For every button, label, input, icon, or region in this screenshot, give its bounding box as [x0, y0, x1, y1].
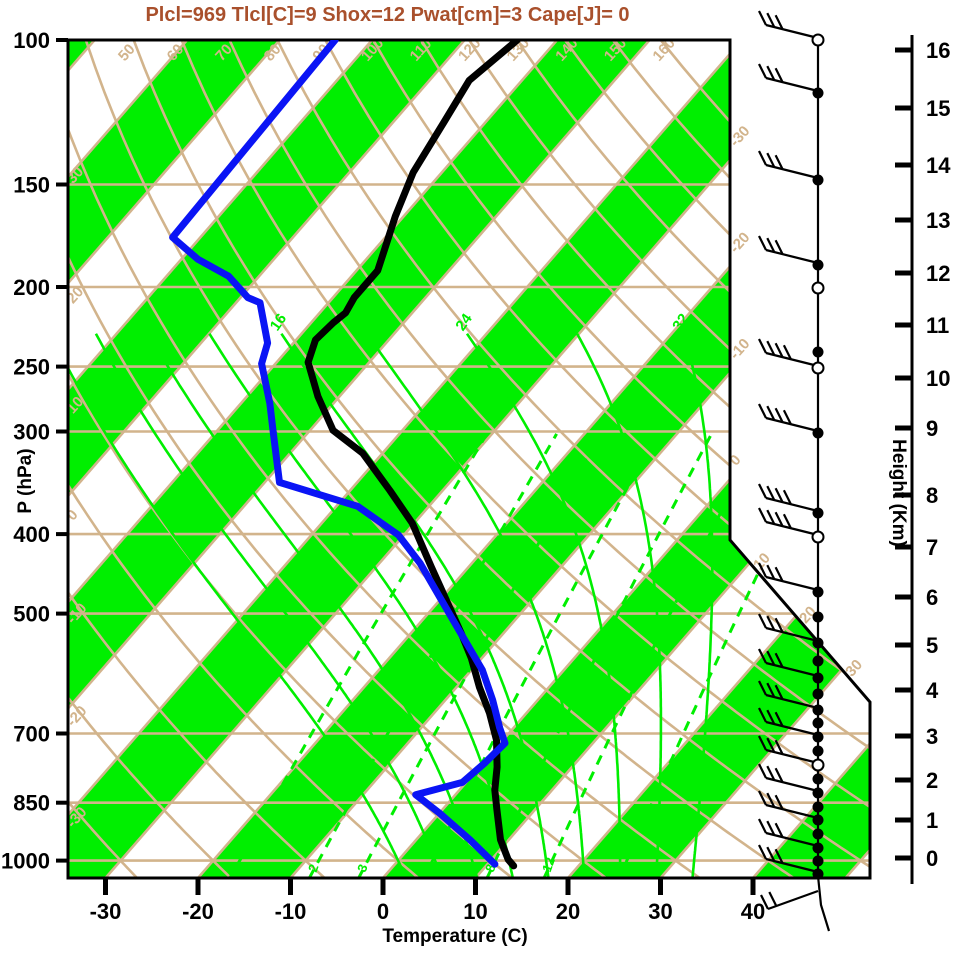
wind-level-dot-filled	[812, 586, 824, 598]
plot-frame	[66, 38, 872, 880]
svg-text:9: 9	[926, 416, 938, 441]
svg-text:3: 3	[926, 724, 938, 749]
temperature-axis-title: Temperature (C)	[382, 926, 528, 947]
wind-level-dot-filled	[812, 842, 824, 854]
wind-level-dot-filled	[812, 731, 824, 743]
wind-level-dot-filled	[812, 745, 824, 757]
wind-level-dot-filled	[812, 828, 824, 840]
svg-text:30: 30	[842, 656, 866, 680]
svg-text:12: 12	[195, 311, 218, 334]
svg-text:40: 40	[741, 899, 765, 924]
svg-text:8: 8	[482, 862, 499, 874]
wind-level-dot-filled	[812, 717, 824, 729]
svg-text:16: 16	[267, 311, 290, 334]
svg-text:12: 12	[539, 855, 558, 874]
wind-level-dot-filled	[812, 346, 824, 358]
svg-text:4: 4	[926, 678, 939, 703]
svg-text:700: 700	[13, 722, 50, 747]
svg-text:7: 7	[926, 535, 938, 560]
isotherm-band	[68, 40, 650, 878]
svg-text:-20: -20	[182, 899, 214, 924]
svg-text:15: 15	[926, 96, 950, 121]
svg-text:3: 3	[354, 862, 371, 874]
svg-text:30: 30	[648, 899, 672, 924]
wind-level-dot-open	[811, 530, 825, 544]
svg-text:32: 32	[669, 311, 692, 334]
wind-level-dot-filled	[812, 259, 824, 271]
svg-text:850: 850	[13, 791, 50, 816]
wind-barb-column	[758, 10, 831, 932]
skewt-background: 50 60 70 80 90 100 110 120 130 140 150 1603020100-1…	[63, 40, 870, 878]
svg-text:2: 2	[305, 862, 322, 874]
svg-text:14: 14	[926, 153, 951, 178]
wind-level-dot-open	[811, 758, 825, 772]
svg-text:300: 300	[13, 420, 50, 445]
svg-text:2: 2	[926, 768, 938, 793]
svg-text:1: 1	[226, 862, 243, 874]
wind-level-dot-filled	[812, 637, 824, 649]
wind-level-dot-filled	[812, 855, 824, 867]
wind-level-dot-filled	[812, 688, 824, 700]
wind-level-dot-filled	[812, 787, 824, 799]
svg-text:10: 10	[926, 366, 950, 391]
svg-text:150: 150	[13, 173, 50, 198]
wind-level-dot-filled	[812, 672, 824, 684]
chart-title: Plcl=969 Tlcl[C]=9 Shox=12 Pwat[cm]=3 Ca…	[145, 4, 630, 26]
isotherm-band	[68, 40, 280, 878]
wind-level-dot-filled	[812, 611, 824, 623]
wind-level-dot-filled	[812, 773, 824, 785]
svg-text:8: 8	[926, 483, 938, 508]
svg-text:0: 0	[377, 899, 389, 924]
isotherm-band	[568, 40, 870, 878]
wind-level-dot-open	[811, 281, 825, 295]
wind-level-dot-filled	[812, 427, 824, 439]
wind-level-dot-filled	[812, 507, 824, 519]
wind-level-dot-filled	[812, 655, 824, 667]
svg-text:12: 12	[926, 261, 950, 286]
svg-text:1: 1	[926, 808, 938, 833]
svg-text:-30: -30	[90, 899, 122, 924]
pressure-axis-title: P (hPa)	[15, 448, 36, 514]
svg-text:100: 100	[13, 28, 50, 53]
wind-level-dot-filled	[812, 704, 824, 716]
svg-text:200: 200	[13, 275, 50, 300]
wind-level-dot-filled	[812, 87, 824, 99]
isotherm-band	[68, 40, 465, 878]
wind-level-dot-filled	[812, 174, 824, 186]
wind-level-dot-filled	[812, 868, 824, 880]
svg-text:0: 0	[63, 507, 81, 525]
svg-text:5: 5	[926, 633, 938, 658]
svg-text:1000: 1000	[1, 849, 50, 874]
svg-text:16: 16	[926, 38, 950, 63]
isotherm-band	[68, 40, 835, 878]
svg-text:400: 400	[13, 522, 50, 547]
svg-text:20: 20	[556, 899, 580, 924]
wind-level-dot-open	[811, 33, 825, 47]
wind-staff	[816, 38, 831, 932]
wind-level-dot-filled	[812, 814, 824, 826]
svg-text:0: 0	[926, 846, 938, 871]
svg-text:13: 13	[926, 208, 950, 233]
svg-text:10: 10	[463, 899, 487, 924]
svg-text:-10: -10	[275, 899, 307, 924]
svg-text:250: 250	[13, 355, 50, 380]
temperature-profile	[304, 40, 521, 870]
dewpoint-profile	[169, 40, 509, 868]
svg-text:6: 6	[926, 585, 938, 610]
wind-level-dot-filled	[812, 801, 824, 813]
svg-text:11: 11	[926, 313, 949, 338]
height-axis-title: Height (Km)	[888, 439, 909, 547]
wind-level-dot-open	[811, 361, 825, 375]
svg-text:500: 500	[13, 602, 50, 627]
